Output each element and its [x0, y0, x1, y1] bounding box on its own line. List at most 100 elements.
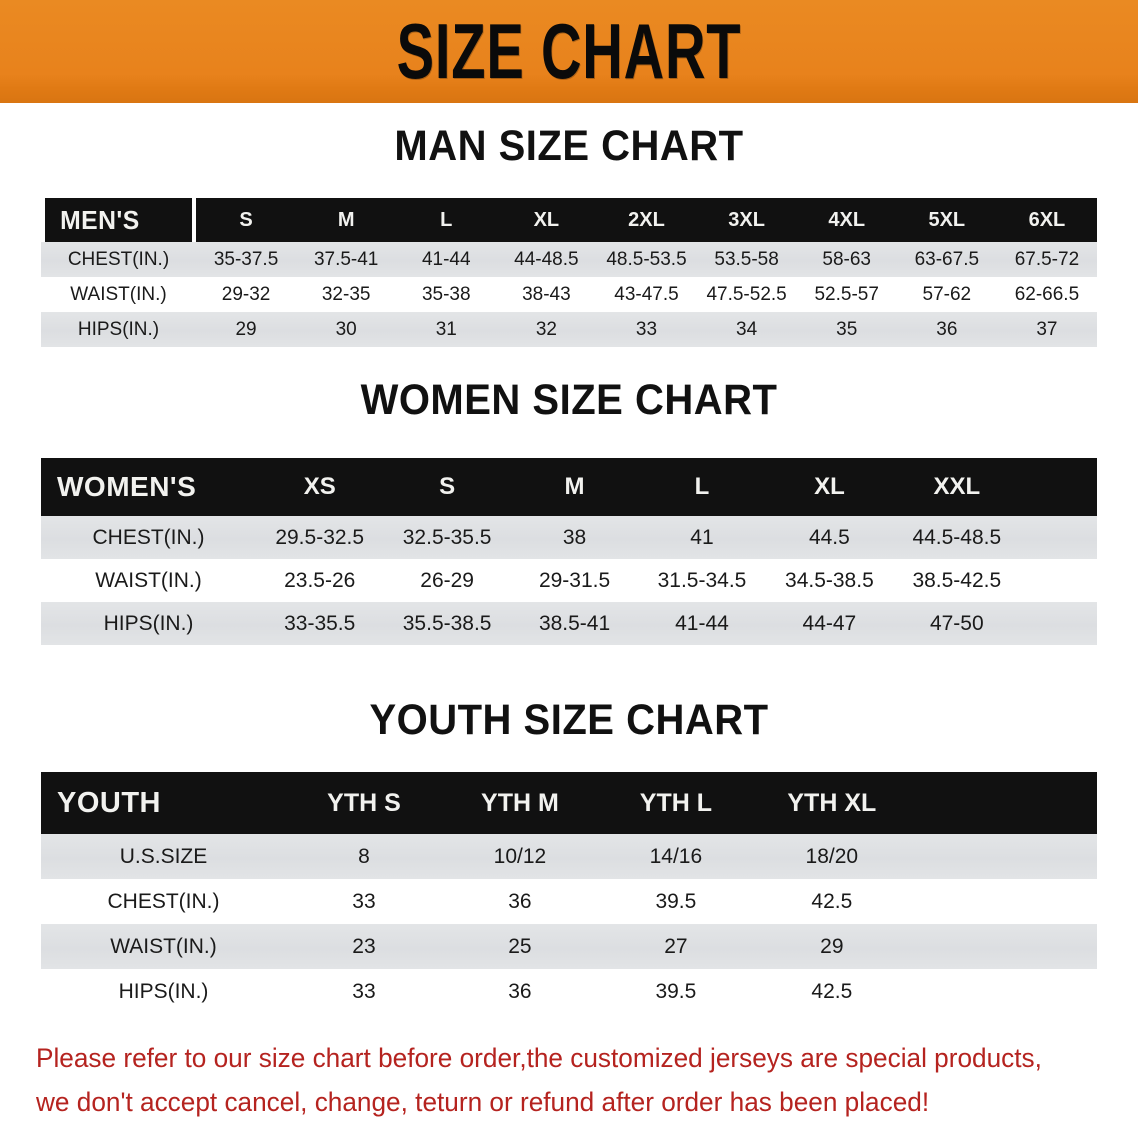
- table-row: U.S.SIZE 8 10/12 14/16 18/20: [41, 834, 1097, 879]
- youth-column-header-yth-xl: YTH XL: [753, 772, 910, 834]
- table-cell: 38: [510, 516, 639, 559]
- table-row: HIPS(IN.) 33 36 39.5 42.5: [41, 969, 1097, 1014]
- table-cell: 42.5: [753, 969, 910, 1014]
- table-row: HIPS(IN.) 33-35.5 35.5-38.5 38.5-41 41-44 44-…: [41, 602, 1097, 645]
- men-column-header-6xl: 6XL: [996, 198, 1097, 242]
- table-cell: 10/12: [441, 834, 598, 879]
- table-cell: 41: [638, 516, 766, 559]
- men-column-header-4xl: 4XL: [796, 198, 897, 242]
- youth-row-label: HIPS(IN.): [41, 969, 286, 1014]
- table-cell: 35: [796, 312, 897, 347]
- youth-row-label: CHEST(IN.): [41, 879, 286, 924]
- table-cell-spacer: [1020, 602, 1097, 645]
- men-column-header-l: L: [396, 198, 497, 242]
- table-cell: 33: [286, 969, 442, 1014]
- table-cell-spacer: [1020, 559, 1097, 602]
- man-section-title: MAN SIZE CHART: [394, 122, 744, 170]
- women-column-header-s: S: [383, 458, 511, 516]
- table-cell: 57-62: [896, 277, 997, 312]
- table-cell: 47-50: [893, 602, 1021, 645]
- table-cell: 36: [441, 879, 598, 924]
- youth-row-label: U.S.SIZE: [41, 834, 286, 879]
- table-cell: 67.5-72: [996, 242, 1097, 277]
- table-cell: 33-35.5: [256, 602, 384, 645]
- table-cell: 39.5: [597, 969, 754, 1014]
- table-row: WAIST(IN.) 23.5-26 26-29 29-31.5 31.5-34.5 34…: [41, 559, 1097, 602]
- table-cell: 58-63: [796, 242, 897, 277]
- table-cell-spacer: [909, 879, 1097, 924]
- table-cell: 26-29: [383, 559, 511, 602]
- women-column-header-xxl: XXL: [893, 458, 1021, 516]
- table-cell: 42.5: [753, 879, 910, 924]
- men-row-label: HIPS(IN.): [41, 312, 196, 347]
- women-row-label: HIPS(IN.): [41, 602, 256, 645]
- table-cell: 25: [441, 924, 598, 969]
- table-cell: 38-43: [496, 277, 597, 312]
- youth-column-header-yth-l: YTH L: [597, 772, 754, 834]
- men-header-row: MEN'S S M L XL 2XL 3XL 4XL 5XL 6XL: [41, 198, 1097, 242]
- men-column-header-5xl: 5XL: [896, 198, 997, 242]
- table-cell: 35-37.5: [196, 242, 297, 277]
- women-header-row: WOMEN'S XS S M L XL XXL: [41, 458, 1097, 516]
- disclaimer: Please refer to our size chart before or…: [36, 1036, 1074, 1124]
- men-row-label: WAIST(IN.): [41, 277, 196, 312]
- table-cell: 14/16: [597, 834, 754, 879]
- table-cell: 29-32: [196, 277, 297, 312]
- table-cell-spacer: [909, 924, 1097, 969]
- table-cell: 34.5-38.5: [765, 559, 894, 602]
- women-header-spacer: [1020, 458, 1097, 516]
- youth-section-title: YOUTH SIZE CHART: [369, 696, 769, 744]
- women-column-header-m: M: [510, 458, 639, 516]
- women-row-header-label: WOMEN'S: [41, 458, 256, 516]
- disclaimer-line-2: we don't accept cancel, change, teturn o…: [36, 1087, 930, 1117]
- table-cell: 18/20: [753, 834, 910, 879]
- table-cell: 29-31.5: [510, 559, 639, 602]
- table-cell: 44-48.5: [496, 242, 597, 277]
- table-cell: 41-44: [638, 602, 766, 645]
- table-cell: 47.5-52.5: [696, 277, 797, 312]
- table-row: CHEST(IN.) 35-37.5 37.5-41 41-44 44-48.5 48.5…: [41, 242, 1097, 277]
- table-cell: 32.5-35.5: [383, 516, 511, 559]
- table-cell: 32: [496, 312, 597, 347]
- men-column-header-xl: XL: [496, 198, 597, 242]
- table-cell: 44.5: [765, 516, 894, 559]
- table-cell: 48.5-53.5: [596, 242, 697, 277]
- table-cell-spacer: [1020, 516, 1097, 559]
- women-column-header-l: L: [638, 458, 766, 516]
- women-table-head: WOMEN'S XS S M L XL XXL: [41, 458, 1097, 516]
- table-cell: 36: [441, 969, 598, 1014]
- table-cell: 44.5-48.5: [893, 516, 1021, 559]
- youth-column-header-yth-m: YTH M: [441, 772, 598, 834]
- table-cell: 37: [996, 312, 1097, 347]
- women-row-label: WAIST(IN.): [41, 559, 256, 602]
- table-cell: 53.5-58: [696, 242, 797, 277]
- youth-table-body: U.S.SIZE 8 10/12 14/16 18/20 CHEST(IN.) 33 36 39…: [41, 834, 1097, 1014]
- table-cell: 37.5-41: [296, 242, 397, 277]
- women-section-title: WOMEN SIZE CHART: [360, 376, 778, 424]
- table-row: CHEST(IN.) 29.5-32.5 32.5-35.5 38 41 44.5 44.5…: [41, 516, 1097, 559]
- table-cell: 35.5-38.5: [383, 602, 511, 645]
- table-cell: 29: [196, 312, 297, 347]
- table-row: HIPS(IN.) 29 30 31 32 33 34 35 36 37: [41, 312, 1097, 347]
- header-banner: SIZE CHART: [0, 0, 1138, 103]
- table-cell: 43-47.5: [596, 277, 697, 312]
- table-cell: 35-38: [396, 277, 497, 312]
- table-row: WAIST(IN.) 29-32 32-35 35-38 38-43 43-47.5 47.…: [41, 277, 1097, 312]
- table-cell: 27: [597, 924, 754, 969]
- men-row-header-label: MEN'S: [44, 198, 193, 242]
- table-cell: 32-35: [296, 277, 397, 312]
- men-table-body: CHEST(IN.) 35-37.5 37.5-41 41-44 44-48.5 48.5…: [41, 242, 1097, 347]
- table-cell: 34: [696, 312, 797, 347]
- men-size-table: MEN'S S M L XL 2XL 3XL 4XL 5XL 6XL CHEST(IN.) 35-3…: [41, 198, 1097, 347]
- table-cell: 33: [596, 312, 697, 347]
- table-cell: 8: [286, 834, 442, 879]
- table-cell: 44-47: [765, 602, 894, 645]
- table-cell: 31.5-34.5: [638, 559, 766, 602]
- women-column-header-xl: XL: [765, 458, 894, 516]
- table-cell: 39.5: [597, 879, 754, 924]
- table-cell: 38.5-42.5: [893, 559, 1021, 602]
- women-column-header-xs: XS: [256, 458, 384, 516]
- women-table-body: CHEST(IN.) 29.5-32.5 32.5-35.5 38 41 44.5 44.5…: [41, 516, 1097, 645]
- men-table-head: MEN'S S M L XL 2XL 3XL 4XL 5XL 6XL: [41, 198, 1097, 242]
